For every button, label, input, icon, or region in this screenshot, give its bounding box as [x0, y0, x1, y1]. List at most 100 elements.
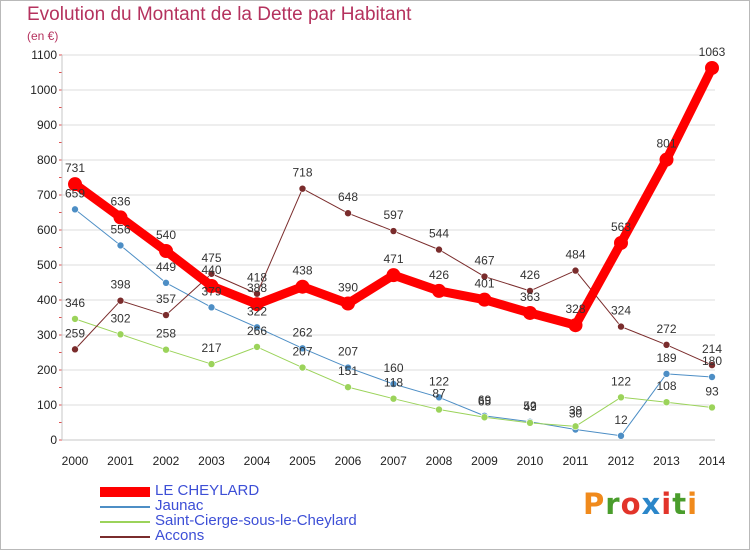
- x-tick-label: 2000: [62, 454, 89, 468]
- data-label: 718: [292, 166, 312, 180]
- axes: 0 100 200 300 400 500 600 700 800 900 1000 1100 2000…: [30, 48, 725, 468]
- data-point: [662, 370, 671, 378]
- data-point: [71, 315, 79, 323]
- data-label: 258: [156, 327, 176, 341]
- y-tick-label: 1000: [30, 83, 57, 97]
- x-tick-label: 2008: [426, 454, 453, 468]
- y-tick-label: 200: [37, 363, 57, 377]
- series-lines: [68, 60, 719, 440]
- data-point: [162, 311, 170, 319]
- data-label: 363: [520, 290, 540, 304]
- x-tick-label: 2001: [107, 454, 134, 468]
- legend-swatch: [100, 536, 150, 538]
- x-tick-label: 2012: [608, 454, 635, 468]
- x-tick-label: 2003: [198, 454, 225, 468]
- data-label: 69: [478, 393, 492, 407]
- data-label: 449: [156, 260, 176, 274]
- data-point: [116, 296, 125, 305]
- legend-label: LE CHEYLARD: [155, 482, 260, 499]
- data-label: 426: [429, 268, 449, 282]
- x-tick-label: 2010: [517, 454, 544, 468]
- data-label: 467: [474, 254, 494, 268]
- data-label: 801: [656, 137, 676, 151]
- data-point: [162, 345, 170, 354]
- data-point: [386, 268, 401, 283]
- data-point: [71, 345, 79, 354]
- x-tick-label: 2007: [380, 454, 407, 468]
- data-label: 302: [110, 311, 130, 325]
- legend-swatch: [100, 506, 150, 508]
- data-point: [705, 60, 719, 75]
- data-point: [477, 292, 492, 307]
- data-label: 346: [65, 296, 85, 310]
- data-label: 12: [614, 413, 628, 427]
- y-tick-label: 0: [50, 433, 57, 447]
- data-labels: 731 636 540 440 388 438 390 471 426 401 363 328 563 8…: [65, 45, 726, 427]
- data-label: 207: [338, 345, 358, 359]
- data-label: 648: [338, 190, 358, 204]
- y-tick-label: 600: [37, 223, 57, 237]
- data-label: 49: [523, 400, 537, 414]
- data-label: 471: [383, 252, 403, 266]
- data-point: [344, 383, 352, 391]
- proxiti-logo: Proxiti: [583, 487, 699, 521]
- data-point: [113, 210, 128, 225]
- data-label: 440: [201, 263, 221, 277]
- data-point: [432, 283, 446, 298]
- data-label: 180: [702, 354, 722, 368]
- series-line-le-cheylard: [70, 63, 717, 330]
- data-point: [571, 422, 580, 431]
- data-label: 475: [201, 251, 221, 265]
- y-tick-label: 400: [37, 293, 57, 307]
- data-point: [341, 296, 355, 311]
- data-label: 398: [110, 278, 130, 292]
- data-label: 438: [292, 264, 312, 278]
- data-point: [159, 244, 173, 258]
- data-label: 563: [611, 220, 631, 234]
- data-label: 731: [65, 161, 85, 175]
- data-label: 217: [201, 341, 221, 355]
- data-point: [295, 279, 310, 294]
- data-point: [298, 344, 307, 353]
- legend-label: Jaunac: [155, 497, 204, 514]
- data-point: [389, 227, 398, 235]
- data-point: [250, 297, 264, 312]
- x-tick-label: 2009: [471, 454, 498, 468]
- y-tick-label: 500: [37, 258, 57, 272]
- data-label: 214: [702, 342, 722, 356]
- chart-subtitle: (en €): [27, 29, 59, 43]
- data-point: [480, 413, 489, 422]
- data-label: 266: [247, 324, 267, 338]
- data-point: [253, 323, 261, 332]
- legend-label: Saint-Cierge-sous-le-Cheylard: [155, 512, 357, 529]
- y-tick-label: 800: [37, 153, 57, 167]
- legend-swatch: [100, 487, 150, 497]
- y-tick-label: 900: [37, 118, 57, 132]
- data-label: 65: [478, 394, 492, 408]
- data-label: 426: [520, 268, 540, 282]
- data-point: [344, 209, 352, 217]
- data-label: 93: [705, 384, 719, 398]
- data-point: [389, 380, 398, 388]
- data-label: 401: [474, 277, 494, 291]
- data-label: 322: [247, 304, 267, 318]
- data-point: [162, 279, 170, 287]
- data-point: [614, 235, 628, 250]
- legend-label: Accons: [155, 527, 205, 544]
- data-point: [659, 152, 674, 167]
- y-tick-label: 700: [37, 188, 57, 202]
- chart-title: Evolution du Montant de la Dette par Hab…: [27, 4, 412, 25]
- data-label: 484: [565, 248, 585, 262]
- data-point: [253, 343, 261, 351]
- data-point: [662, 398, 671, 407]
- data-point: [207, 303, 216, 312]
- data-point: [708, 361, 716, 369]
- data-label: 379: [201, 284, 221, 298]
- data-point: [435, 393, 443, 402]
- data-point: [523, 305, 537, 320]
- x-tick-label: 2014: [699, 454, 726, 468]
- data-point: [116, 241, 125, 250]
- data-point: [568, 318, 583, 333]
- data-point: [71, 205, 79, 214]
- data-label: 160: [383, 361, 403, 375]
